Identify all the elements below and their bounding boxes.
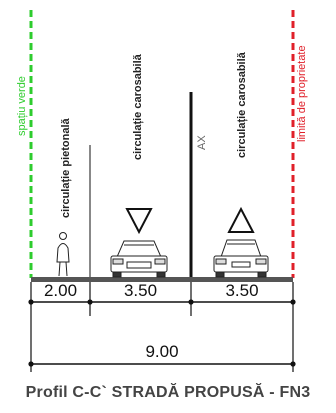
dimension-total: 9.00	[145, 342, 179, 361]
dimension-dot	[28, 361, 34, 367]
lane-left-label: circulație carosabilă	[132, 54, 144, 160]
dimension-dot	[28, 299, 34, 305]
property-limit-label: limită de proprietate	[296, 45, 308, 142]
sidewalk-label: circulație pietonală	[60, 118, 72, 218]
yield-triangle-up-icon	[227, 206, 255, 233]
axis-label: AX	[196, 135, 208, 150]
dimension-dot	[188, 299, 194, 305]
dimension-lane-left: 3.50	[123, 281, 158, 300]
green-space-label: spațiu verde	[16, 76, 28, 136]
dimension-dot	[87, 299, 93, 305]
lane-right-label: circulație carosabilă	[236, 52, 248, 158]
dimension-dot	[290, 361, 296, 367]
profile-title: Profil C-C` STRADĂ PROPUSĂ - FN3	[25, 384, 311, 401]
yield-triangle-down-icon	[125, 208, 153, 235]
car-rear-icon	[213, 239, 269, 278]
dimension-sidewalk: 2.00	[43, 281, 78, 300]
ground-line	[31, 277, 293, 282]
car-front-icon	[110, 240, 168, 278]
dimension-dot	[290, 299, 296, 305]
pedestrian-icon	[56, 232, 70, 277]
dimension-lane-right: 3.50	[225, 281, 259, 300]
